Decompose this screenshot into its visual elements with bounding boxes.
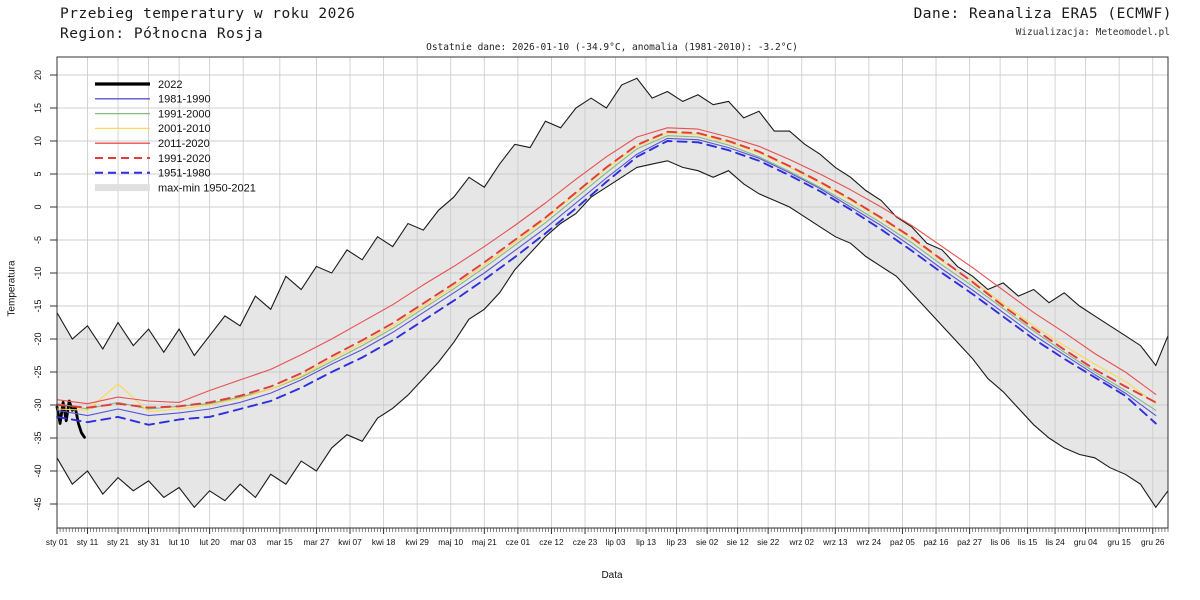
legend-label: 2022 <box>158 79 182 91</box>
y-tick-label: -15 <box>33 299 43 312</box>
x-tick-label: wrz 24 <box>856 537 882 547</box>
series-2001-2010 <box>56 132 1157 413</box>
x-tick-label: lis 24 <box>1045 537 1065 547</box>
legend-label: max-min 1950-2021 <box>158 182 256 194</box>
y-tick-label: 0 <box>33 204 43 209</box>
y-tick-label: 20 <box>33 70 43 80</box>
x-tick-label: mar 27 <box>304 537 330 547</box>
x-tick-label: lip 23 <box>667 537 687 547</box>
x-tick-label: cze 01 <box>506 537 531 547</box>
band-min-edge <box>56 160 1169 509</box>
x-tick-label: mar 15 <box>267 537 293 547</box>
series-1991-2000 <box>56 135 1157 411</box>
legend-label: 1991-2020 <box>158 153 211 165</box>
x-tick-label: sty 21 <box>107 537 130 547</box>
x-tick-label: lis 06 <box>990 537 1010 547</box>
y-tick-label: 15 <box>33 103 43 113</box>
y-tick-label: -5 <box>33 236 43 244</box>
x-tick-label: sty 11 <box>77 537 99 547</box>
series-2011-2020 <box>56 127 1157 405</box>
x-tick-label: sie 22 <box>757 537 780 547</box>
chart-region: Region: Północna Rosja <box>60 26 264 42</box>
x-tick-label: paź 16 <box>924 537 949 547</box>
y-tick-label: 5 <box>33 171 43 176</box>
last-data-subtitle: Ostatnie dane: 2026-01-10 (-34.9°C, anom… <box>426 42 798 53</box>
x-tick-label: lut 10 <box>169 537 190 547</box>
x-tick-label: sie 02 <box>696 537 719 547</box>
legend-band-swatch <box>95 184 150 192</box>
x-tick-label: kwi 29 <box>405 537 429 547</box>
y-tick-label: -25 <box>33 365 43 378</box>
x-tick-label: lut 20 <box>199 537 220 547</box>
band-max-edge <box>56 77 1169 367</box>
legend-label: 1991-2000 <box>158 108 211 120</box>
y-tick-label: -45 <box>33 497 43 510</box>
series-1951-1980 <box>56 140 1157 426</box>
y-tick-label: -35 <box>33 431 43 444</box>
x-tick-label: gru 26 <box>1141 537 1165 547</box>
legend-label: 2001-2010 <box>158 123 211 135</box>
x-tick-label: sty 01 <box>46 537 69 547</box>
max-min-band <box>57 78 1168 508</box>
series-1991-2020 <box>56 130 1157 409</box>
x-tick-label: paź 27 <box>957 537 982 547</box>
y-axis-title: Temperatura <box>6 260 18 317</box>
x-tick-label: wrz 13 <box>822 537 848 547</box>
legend-label: 1951-1980 <box>158 168 211 180</box>
x-tick-label: maj 10 <box>438 537 463 547</box>
x-tick-label: mar 03 <box>230 537 256 547</box>
y-tick-label: -40 <box>33 464 43 477</box>
chart-title: Przebieg temperatury w roku 2026 <box>60 6 356 22</box>
x-tick-label: sie 12 <box>727 537 750 547</box>
x-tick-label: lip 13 <box>636 537 656 547</box>
y-tick-label: 10 <box>33 136 43 146</box>
y-tick-label: -30 <box>33 398 43 411</box>
x-tick-label: cze 23 <box>573 537 598 547</box>
x-tick-label: paź 05 <box>890 537 915 547</box>
data-source-label: Dane: Reanaliza ERA5 (ECMWF) <box>913 6 1172 22</box>
x-tick-label: sty 31 <box>137 537 160 547</box>
x-tick-label: gru 04 <box>1074 537 1098 547</box>
legend-label: 2011-2020 <box>158 138 210 150</box>
x-tick-label: cze 12 <box>539 537 564 547</box>
legend-label: 1981-1990 <box>158 94 211 106</box>
x-tick-label: lis 15 <box>1018 537 1038 547</box>
series-1981-1990 <box>56 137 1157 417</box>
x-tick-label: lip 03 <box>606 537 626 547</box>
x-tick-label: kwi 07 <box>338 537 362 547</box>
visualization-credit: Wizualizacja: Meteomodel.pl <box>1015 27 1170 38</box>
y-tick-label: -10 <box>33 266 43 279</box>
x-axis-title: Data <box>601 570 623 581</box>
x-tick-label: kwi 18 <box>372 537 396 547</box>
x-tick-label: gru 15 <box>1107 537 1131 547</box>
x-tick-label: wrz 02 <box>789 537 815 547</box>
x-tick-label: maj 21 <box>472 537 497 547</box>
y-tick-label: -20 <box>33 332 43 345</box>
